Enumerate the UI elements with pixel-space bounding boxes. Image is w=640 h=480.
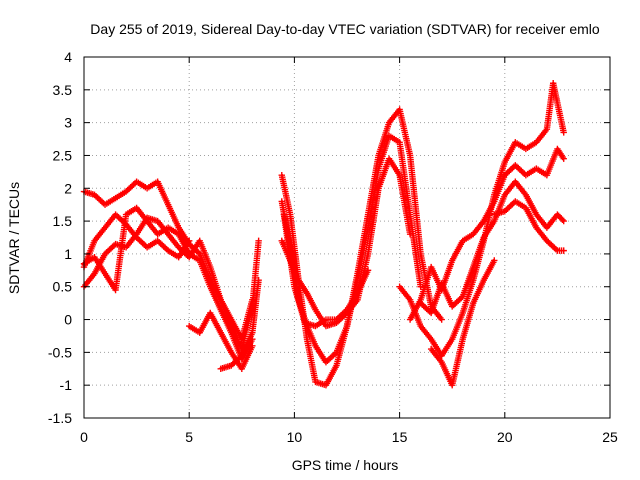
data-point <box>249 296 256 304</box>
x-tick-label: 5 <box>185 429 193 445</box>
y-tick-label: 2 <box>64 180 72 196</box>
data-marks <box>80 80 567 389</box>
x-tick-label: 25 <box>602 429 618 445</box>
data-point <box>249 342 256 349</box>
data-point <box>560 247 567 254</box>
series-track-6 <box>217 276 262 372</box>
y-tick-label: 0.5 <box>53 279 73 295</box>
y-tick-label: -1 <box>60 377 73 393</box>
x-tick-label: 20 <box>497 429 513 445</box>
data-point <box>417 283 424 290</box>
data-point <box>491 257 498 264</box>
series-track-10 <box>280 211 372 330</box>
x-tick-label: 15 <box>392 429 408 445</box>
series-track-13 <box>417 178 567 317</box>
series-track-2 <box>80 214 256 343</box>
x-tick-label: 0 <box>80 429 88 445</box>
series-track-4 <box>80 211 193 271</box>
data-point <box>438 316 445 323</box>
data-point <box>186 237 193 244</box>
y-tick-labels: -1.5 -1 -0.5 0 0.5 1 1.5 2 2.5 3 3.5 4 <box>48 49 72 426</box>
y-axis-label: SDTVAR / TECUs <box>6 182 22 294</box>
y-tick-label: 1 <box>64 246 72 262</box>
chart-title: Day 255 of 2019, Sidereal Day-to-day VTE… <box>90 21 600 37</box>
series-track-15 <box>491 198 567 254</box>
series-track-5 <box>186 309 256 372</box>
data-point <box>560 155 567 162</box>
series-track-7 <box>278 106 445 389</box>
series-track-12 <box>406 145 567 323</box>
data-point <box>406 231 414 238</box>
y-tick-label: 1.5 <box>53 213 73 229</box>
plot-frame <box>83 56 611 419</box>
x-tick-label: 10 <box>287 429 303 445</box>
y-tick-label: 0 <box>64 312 72 328</box>
data-point <box>364 267 372 274</box>
y-tick-label: -0.5 <box>48 344 72 360</box>
y-tick-label: 3.5 <box>53 82 73 98</box>
data-point <box>560 129 567 136</box>
series-track-14 <box>427 257 498 389</box>
series-track-3 <box>80 204 256 363</box>
grid <box>84 57 610 418</box>
data-point <box>255 237 262 244</box>
series-track-8 <box>278 132 424 366</box>
y-tick-label: -1.5 <box>48 410 72 426</box>
y-tick-label: 2.5 <box>53 147 73 163</box>
y-tick-label: 4 <box>64 49 72 65</box>
data-point <box>560 217 567 225</box>
y-tick-label: 3 <box>64 115 72 131</box>
data-point <box>559 216 566 223</box>
x-axis-label: GPS time / hours <box>292 457 399 473</box>
axis-ticks <box>83 56 611 419</box>
x-tick-labels: 0 5 10 15 20 25 <box>80 429 618 445</box>
data-point <box>255 276 262 284</box>
